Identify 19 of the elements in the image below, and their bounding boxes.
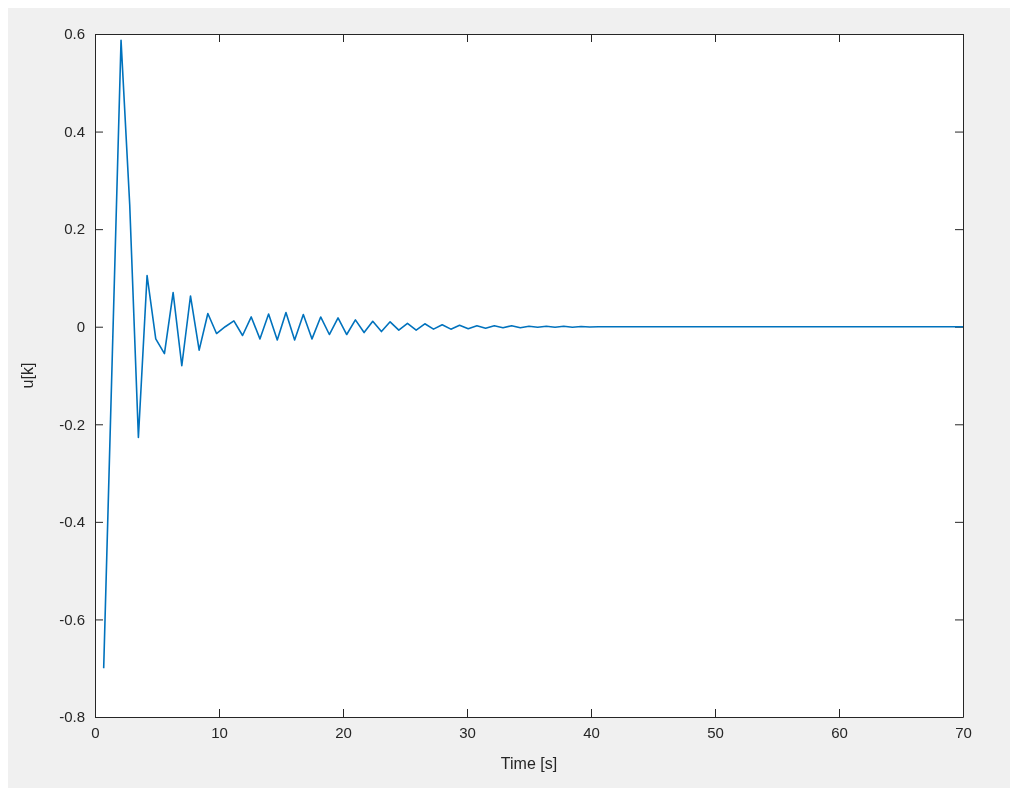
y-tick-label: 0.2 (64, 220, 85, 238)
x-tick-label: 40 (583, 723, 600, 741)
x-tick-label: 50 (707, 723, 724, 741)
y-tick-label: 0.4 (64, 122, 85, 140)
y-tick-label: 0 (76, 318, 85, 336)
x-tick-label: 30 (459, 723, 476, 741)
x-tick-label: 60 (831, 723, 848, 741)
x-tick-label: 0 (91, 723, 100, 741)
x-tick-label: 10 (211, 723, 228, 741)
x-tick-label: 20 (335, 723, 352, 741)
y-tick-label: 0.6 (64, 25, 85, 43)
y-tick-label: -0.4 (59, 513, 85, 531)
x-axis-title: Time [s] (500, 755, 558, 772)
x-tick-label: 70 (955, 723, 972, 741)
y-axis-title: u[k] (19, 362, 36, 389)
y-tick-label: -0.8 (59, 708, 85, 726)
line-series (102, 39, 964, 670)
y-tick-label: -0.2 (59, 415, 85, 433)
y-tick-label: -0.6 (59, 610, 85, 628)
